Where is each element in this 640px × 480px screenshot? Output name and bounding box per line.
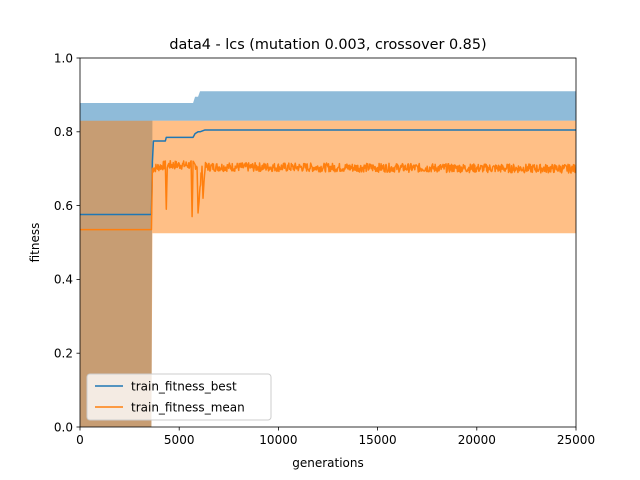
y-tick-label: 0.0 [54,420,73,434]
y-tick-label: 1.0 [54,51,73,65]
legend-label-train_fitness_mean: train_fitness_mean [131,400,245,414]
line-train_fitness_best [80,129,576,216]
y-tick-label: 0.8 [54,125,73,139]
band-train_fitness_mean [80,120,576,427]
x-tick-label: 25000 [557,433,595,447]
axes-frame [79,57,577,428]
x-axis-label: generations [292,456,364,470]
y-tick-label: 0.6 [54,199,73,213]
x-tick-label: 20000 [458,433,496,447]
y-tick-label: 0.2 [54,347,73,361]
axes: 0 5000 10000 15000 20000 25000 0.0 0.2 0.4 0.6 0.8… [54,51,595,447]
legend-box [86,373,272,421]
legend-label-train_fitness_best: train_fitness_best [131,379,237,393]
chart-title: data4 - lcs (mutation 0.003, crossover 0… [169,37,486,53]
legend: train_fitness_best train_fitness_mean [86,373,272,421]
y-tick-label: 0.4 [54,273,73,287]
line-train_fitness_mean [80,159,576,231]
x-tick-label: 15000 [359,433,397,447]
x-tick-label: 10000 [259,433,297,447]
x-tick-label: 0 [76,433,84,447]
y-axis-label: fitness [28,223,42,263]
x-tick-label: 5000 [164,433,195,447]
